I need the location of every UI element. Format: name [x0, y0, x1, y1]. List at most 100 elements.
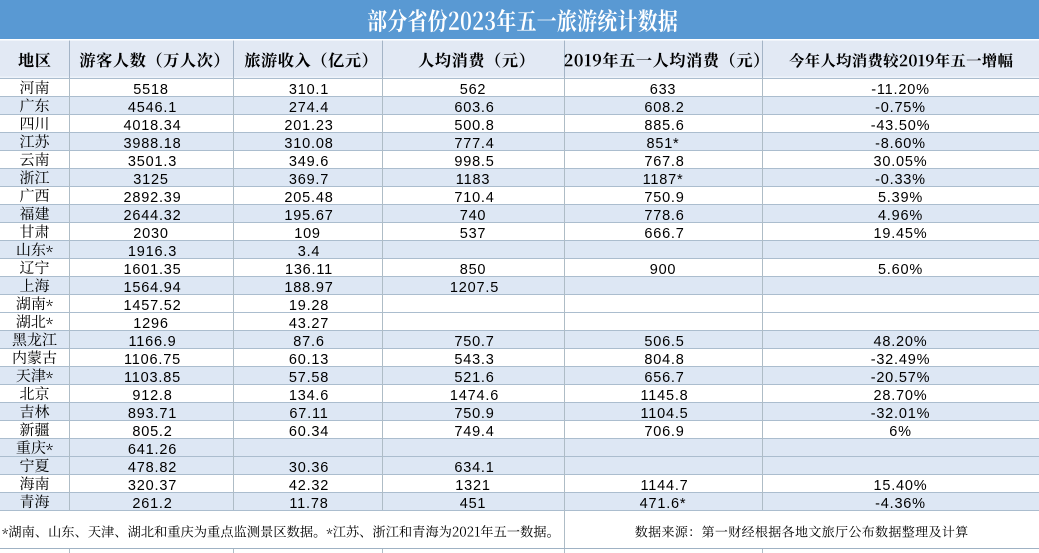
svg-text:5.39%: 5.39% — [878, 190, 923, 206]
svg-text:666.7: 666.7 — [644, 226, 684, 242]
svg-text:656.7: 656.7 — [644, 370, 684, 386]
svg-text:-11.20%: -11.20% — [871, 82, 930, 98]
svg-text:43.27: 43.27 — [289, 316, 329, 332]
svg-text:4546.1: 4546.1 — [128, 100, 177, 116]
svg-text:603.6: 603.6 — [454, 100, 494, 116]
svg-text:-32.01%: -32.01% — [871, 406, 931, 422]
svg-text:740: 740 — [460, 208, 487, 224]
svg-text:-32.49%: -32.49% — [871, 352, 931, 368]
svg-text:1183: 1183 — [456, 172, 490, 188]
svg-text:710.4: 710.4 — [454, 190, 494, 206]
svg-text:1474.6: 1474.6 — [450, 388, 499, 404]
svg-text:-0.75%: -0.75% — [875, 100, 926, 116]
svg-text:2892.39: 2892.39 — [123, 190, 181, 206]
svg-text:109: 109 — [294, 226, 321, 242]
svg-text:4018.34: 4018.34 — [123, 118, 181, 134]
svg-text:750.9: 750.9 — [454, 406, 494, 422]
svg-text:750.9: 750.9 — [644, 190, 684, 206]
svg-text:42.32: 42.32 — [289, 478, 329, 494]
svg-text:641.26: 641.26 — [128, 442, 177, 458]
svg-text:1321: 1321 — [455, 478, 490, 494]
svg-text:310.1: 310.1 — [289, 82, 329, 98]
svg-text:1296: 1296 — [133, 316, 168, 332]
svg-text:5.60%: 5.60% — [878, 262, 923, 278]
svg-text:67.11: 67.11 — [289, 406, 328, 422]
svg-text:750.7: 750.7 — [454, 334, 494, 350]
svg-text:2644.32: 2644.32 — [123, 208, 181, 224]
svg-text:369.7: 369.7 — [289, 172, 329, 188]
svg-text:205.48: 205.48 — [284, 190, 333, 206]
svg-text:-43.50%: -43.50% — [871, 118, 931, 134]
svg-text:1207.5: 1207.5 — [450, 280, 499, 296]
svg-text:87.6: 87.6 — [293, 334, 324, 350]
svg-text:562: 562 — [460, 82, 487, 98]
svg-text:28.70%: 28.70% — [874, 388, 928, 404]
svg-text:1145.8: 1145.8 — [640, 388, 688, 404]
svg-text:805.2: 805.2 — [132, 424, 172, 440]
svg-text:136.11: 136.11 — [285, 262, 333, 278]
svg-text:320.37: 320.37 — [128, 478, 177, 494]
svg-text:1916.3: 1916.3 — [128, 244, 177, 260]
svg-text:30.05%: 30.05% — [874, 154, 928, 170]
svg-text:-20.57%: -20.57% — [871, 370, 931, 386]
svg-text:19.45%: 19.45% — [874, 226, 928, 242]
svg-text:500.8: 500.8 — [454, 118, 494, 134]
svg-text:3501.3: 3501.3 — [128, 154, 177, 170]
svg-text:1104.5: 1104.5 — [640, 406, 688, 422]
svg-text:537: 537 — [460, 226, 487, 242]
svg-text:1601.35: 1601.35 — [123, 262, 181, 278]
svg-text:134.6: 134.6 — [289, 388, 329, 404]
svg-text:893.71: 893.71 — [128, 406, 177, 422]
svg-text:850: 850 — [460, 262, 487, 278]
svg-text:706.9: 706.9 — [644, 424, 684, 440]
svg-text:2030: 2030 — [133, 226, 168, 242]
svg-text:6%: 6% — [889, 424, 912, 440]
svg-text:-4.36%: -4.36% — [875, 496, 926, 512]
svg-text:778.6: 778.6 — [644, 208, 684, 224]
svg-text:30.36: 30.36 — [289, 460, 329, 476]
svg-text:900: 900 — [650, 262, 677, 278]
svg-text:60.34: 60.34 — [289, 424, 329, 440]
svg-text:188.97: 188.97 — [284, 280, 333, 296]
svg-text:804.8: 804.8 — [644, 352, 684, 368]
svg-text:-8.60%: -8.60% — [875, 136, 926, 152]
svg-text:11.78: 11.78 — [289, 496, 328, 512]
svg-text:521.6: 521.6 — [454, 370, 494, 386]
svg-text:633: 633 — [650, 82, 677, 98]
svg-text:19.28: 19.28 — [289, 298, 329, 314]
svg-text:274.4: 274.4 — [289, 100, 329, 116]
svg-text:1564.94: 1564.94 — [123, 280, 181, 296]
svg-text:1166.9: 1166.9 — [128, 334, 176, 350]
svg-text:261.2: 261.2 — [132, 496, 172, 512]
svg-text:634.1: 634.1 — [454, 460, 494, 476]
svg-text:885.6: 885.6 — [644, 118, 684, 134]
svg-text:998.5: 998.5 — [454, 154, 494, 170]
svg-text:543.3: 543.3 — [454, 352, 494, 368]
svg-text:777.4: 777.4 — [454, 136, 494, 152]
svg-text:749.4: 749.4 — [454, 424, 494, 440]
svg-text:1103.85: 1103.85 — [124, 370, 181, 386]
svg-text:3988.18: 3988.18 — [123, 136, 181, 152]
svg-text:1457.52: 1457.52 — [123, 298, 181, 314]
svg-text:310.08: 310.08 — [284, 136, 333, 152]
svg-text:3.4: 3.4 — [298, 244, 321, 260]
svg-text:349.6: 349.6 — [289, 154, 329, 170]
svg-text:57.58: 57.58 — [289, 370, 329, 386]
svg-text:451: 451 — [460, 496, 487, 512]
svg-text:608.2: 608.2 — [644, 100, 684, 116]
svg-text:60.13: 60.13 — [289, 352, 329, 368]
svg-text:3125: 3125 — [133, 172, 168, 188]
svg-text:912.8: 912.8 — [132, 388, 172, 404]
svg-text:201.23: 201.23 — [284, 118, 333, 134]
svg-text:1187*: 1187* — [643, 172, 684, 188]
svg-text:195.67: 195.67 — [284, 208, 333, 224]
svg-text:48.20%: 48.20% — [874, 334, 928, 350]
svg-text:5518: 5518 — [133, 82, 168, 98]
svg-text:471.6*: 471.6* — [640, 496, 687, 512]
svg-text:-0.33%: -0.33% — [875, 172, 926, 188]
svg-text:1106.75: 1106.75 — [124, 352, 181, 368]
svg-text:4.96%: 4.96% — [878, 208, 923, 224]
svg-text:506.5: 506.5 — [644, 334, 684, 350]
svg-text:767.8: 767.8 — [644, 154, 684, 170]
svg-text:851*: 851* — [646, 136, 679, 152]
